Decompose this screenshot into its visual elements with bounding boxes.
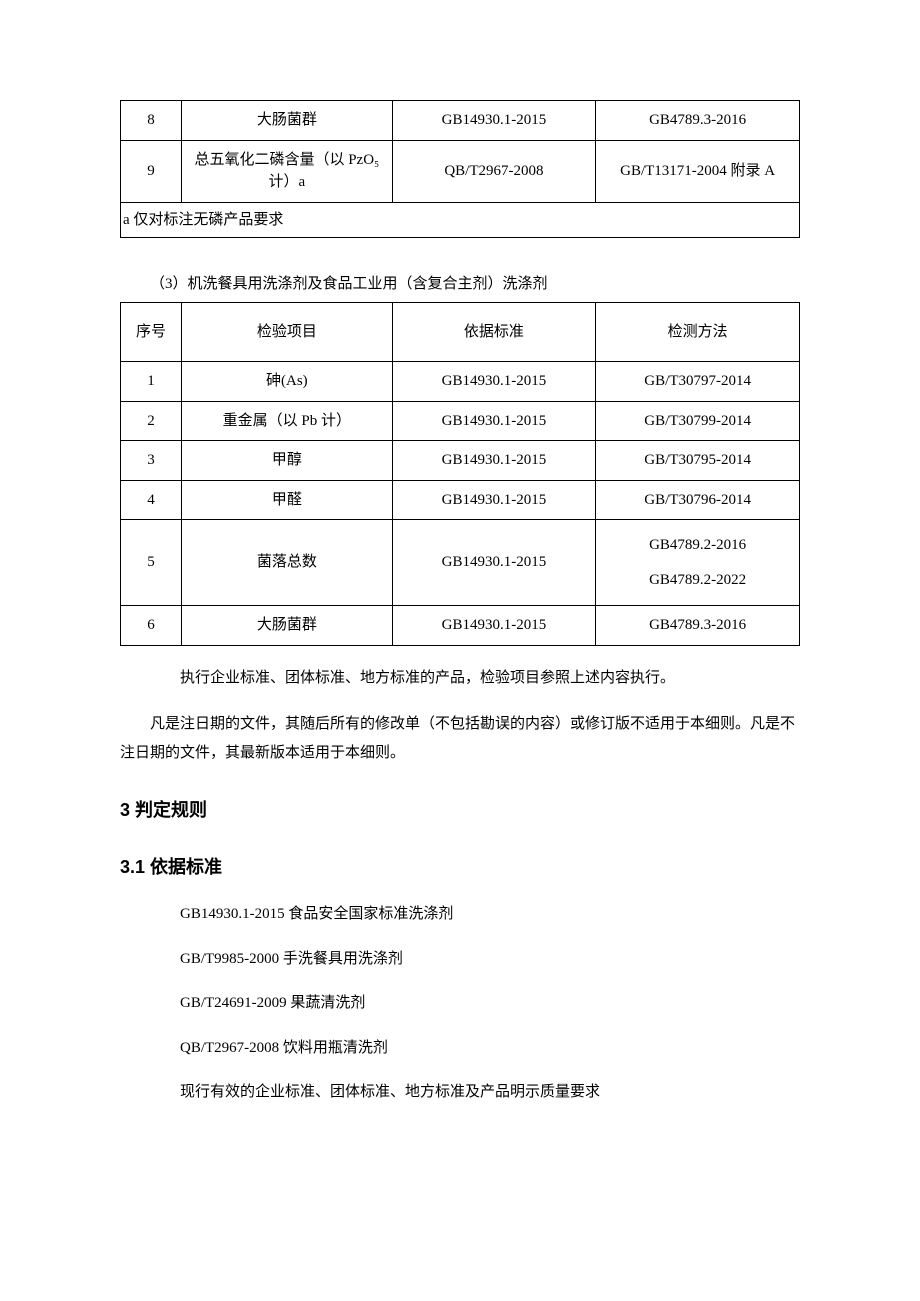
cell-seq: 8 bbox=[121, 101, 182, 141]
cell-std: GB14930.1-2015 bbox=[392, 362, 596, 402]
method-line: GB4789.2-2016 bbox=[600, 528, 795, 563]
table-partial-top: 8 大肠菌群 GB14930.1-2015 GB4789.3-2016 9 总五… bbox=[120, 100, 800, 238]
table-row: 1 砷(As) GB14930.1-2015 GB/T30797-2014 bbox=[121, 362, 800, 402]
cell-std: GB14930.1-2015 bbox=[392, 401, 596, 441]
table-row: 2 重金属（以 Pb 计） GB14930.1-2015 GB/T30799-2… bbox=[121, 401, 800, 441]
table-main: 序号 检验项目 依据标准 检测方法 1 砷(As) GB14930.1-2015… bbox=[120, 302, 800, 646]
cell-std: GB14930.1-2015 bbox=[392, 441, 596, 481]
table-row: 6 大肠菌群 GB14930.1-2015 GB4789.3-2016 bbox=[121, 606, 800, 646]
table-row: 3 甲醇 GB14930.1-2015 GB/T30795-2014 bbox=[121, 441, 800, 481]
cell-item: 甲醛 bbox=[182, 480, 392, 520]
header-item: 检验项目 bbox=[182, 302, 392, 362]
cell-seq: 2 bbox=[121, 401, 182, 441]
cell-method: GB/T13171-2004 附录 A bbox=[596, 140, 800, 202]
paragraph: 凡是注日期的文件，其随后所有的修改单（不包括勘误的内容）或修订版不适用于本细则。… bbox=[120, 710, 800, 767]
cell-std: GB14930.1-2015 bbox=[392, 520, 596, 606]
cell-item: 重金属（以 Pb 计） bbox=[182, 401, 392, 441]
paragraph: 执行企业标准、团体标准、地方标准的产品，检验项目参照上述内容执行。 bbox=[150, 664, 800, 693]
cell-method: GB4789.3-2016 bbox=[596, 101, 800, 141]
standard-line: GB/T9985-2000 手洗餐具用洗涤剂 bbox=[150, 948, 800, 971]
cell-seq: 9 bbox=[121, 140, 182, 202]
section-label-3: （3）机洗餐具用洗涤剂及食品工业用（含复合主剂）洗涤剂 bbox=[150, 273, 800, 296]
standard-line: GB/T24691-2009 果蔬清洗剂 bbox=[150, 992, 800, 1015]
cell-seq: 3 bbox=[121, 441, 182, 481]
table-row: 8 大肠菌群 GB14930.1-2015 GB4789.3-2016 bbox=[121, 101, 800, 141]
cell-std: GB14930.1-2015 bbox=[392, 101, 596, 141]
cell-item: 大肠菌群 bbox=[182, 606, 392, 646]
table-row: 5 菌落总数 GB14930.1-2015 GB4789.2-2016 GB47… bbox=[121, 520, 800, 606]
cell-seq: 1 bbox=[121, 362, 182, 402]
cell-seq: 4 bbox=[121, 480, 182, 520]
table-footnote: a 仅对标注无磷产品要求 bbox=[121, 202, 800, 238]
cell-method-multi: GB4789.2-2016 GB4789.2-2022 bbox=[596, 520, 800, 606]
cell-std: QB/T2967-2008 bbox=[392, 140, 596, 202]
cell-item: 甲醇 bbox=[182, 441, 392, 481]
cell-std: GB14930.1-2015 bbox=[392, 480, 596, 520]
cell-seq: 5 bbox=[121, 520, 182, 606]
cell-method: GB/T30797-2014 bbox=[596, 362, 800, 402]
header-seq: 序号 bbox=[121, 302, 182, 362]
cell-method: GB/T30795-2014 bbox=[596, 441, 800, 481]
table-row: 9 总五氧化二磷含量（以 PzO₅ 计）a QB/T2967-2008 GB/T… bbox=[121, 140, 800, 202]
method-line: GB4789.2-2022 bbox=[600, 563, 795, 598]
cell-item: 大肠菌群 bbox=[182, 101, 392, 141]
cell-method: GB4789.3-2016 bbox=[596, 606, 800, 646]
standard-line: GB14930.1-2015 食品安全国家标准洗涤剂 bbox=[150, 903, 800, 926]
standard-line: QB/T2967-2008 饮料用瓶清洗剂 bbox=[150, 1037, 800, 1060]
cell-item: 菌落总数 bbox=[182, 520, 392, 606]
cell-method: GB/T30796-2014 bbox=[596, 480, 800, 520]
header-method: 检测方法 bbox=[596, 302, 800, 362]
table-row: 4 甲醛 GB14930.1-2015 GB/T30796-2014 bbox=[121, 480, 800, 520]
cell-std: GB14930.1-2015 bbox=[392, 606, 596, 646]
cell-item: 总五氧化二磷含量（以 PzO₅ 计）a bbox=[182, 140, 392, 202]
header-std: 依据标准 bbox=[392, 302, 596, 362]
standard-line: 现行有效的企业标准、团体标准、地方标准及产品明示质量要求 bbox=[150, 1081, 800, 1104]
heading-3-1: 3.1 依据标准 bbox=[120, 854, 800, 881]
heading-3: 3 判定规则 bbox=[120, 797, 800, 824]
table-header-row: 序号 检验项目 依据标准 检测方法 bbox=[121, 302, 800, 362]
table-footnote-row: a 仅对标注无磷产品要求 bbox=[121, 202, 800, 238]
cell-seq: 6 bbox=[121, 606, 182, 646]
cell-method: GB/T30799-2014 bbox=[596, 401, 800, 441]
cell-item: 砷(As) bbox=[182, 362, 392, 402]
